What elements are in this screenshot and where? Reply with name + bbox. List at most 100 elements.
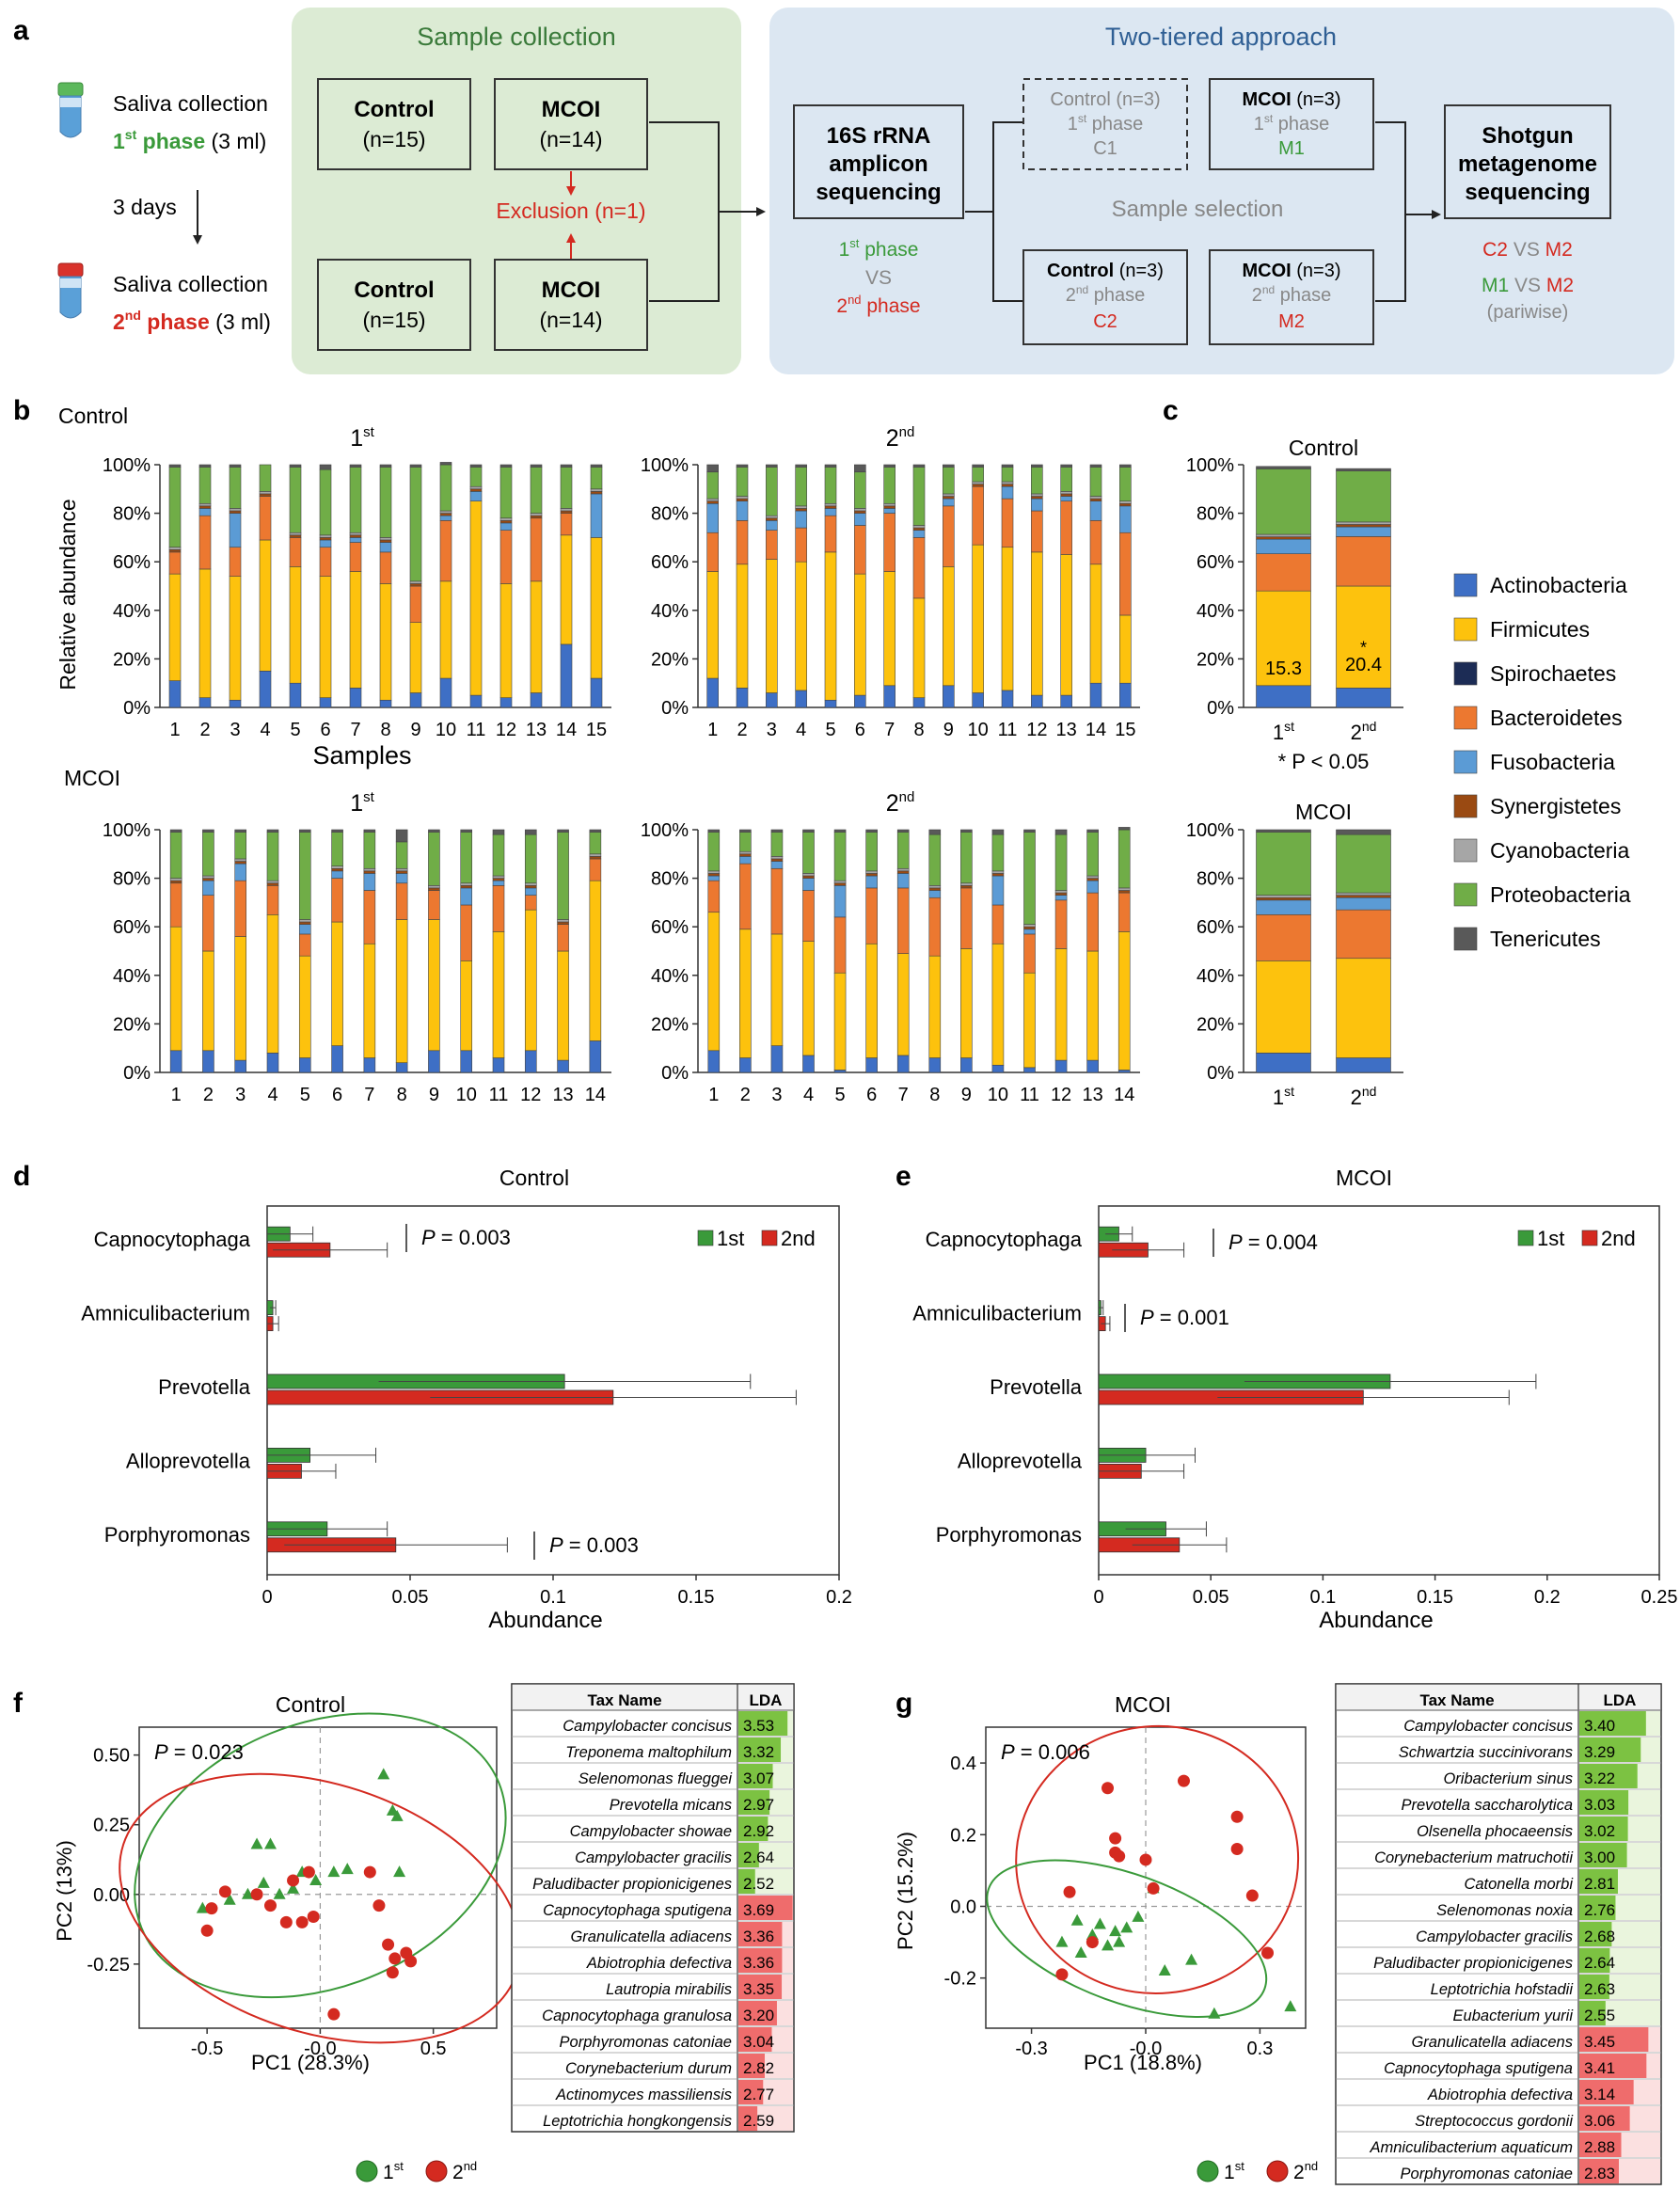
category-label-capnocytophaga: Capnocytophaga — [926, 1228, 1083, 1251]
bar-segment-tenericutes — [1054, 829, 1068, 835]
bar-segment-fusobacteria — [1031, 498, 1043, 512]
lda-value: 3.29 — [1584, 1743, 1615, 1761]
x-tick-label: 7 — [884, 720, 895, 740]
bar-segment-actinobacteria — [229, 699, 242, 708]
bar-segment-fusobacteria — [736, 500, 749, 521]
x-tick-label: 10 — [456, 1085, 477, 1105]
bar-segment-cyanobacteria — [590, 488, 603, 492]
bar-segment-synergistetes — [266, 882, 279, 886]
lda-value: 2.76 — [1584, 1901, 1615, 1919]
legend-swatch-actinobacteria — [1453, 573, 1478, 597]
y-tick-label: 80% — [113, 869, 151, 890]
stacked-chart-mcoi-1st: 0%20%40%60%80%100%1 2 3 4 5 6 7 8 9 10 11 12 13 14 — [103, 820, 611, 1105]
bar-segment-actinobacteria — [560, 643, 573, 708]
bar-segment-bacteroidetes — [770, 867, 784, 935]
bar-segment-cyanobacteria — [1256, 895, 1311, 898]
bar-segment-firmicutes — [707, 912, 721, 1052]
shotgun-line3: sequencing — [1465, 180, 1590, 205]
x-tick-label: 1st — [1273, 1084, 1294, 1109]
bar-segment-actinobacteria — [766, 692, 778, 708]
y-tick-label: 100% — [1186, 820, 1234, 841]
bar-segment-actinobacteria — [168, 680, 182, 708]
bar-segment-actinobacteria — [460, 1050, 473, 1073]
confidence-ellipse-1st — [134, 1712, 507, 1999]
legend-label-2nd: 2nd — [1601, 1227, 1636, 1250]
bar-segment-synergistetes — [560, 510, 573, 514]
x-tick-label: 7 — [364, 1085, 374, 1105]
lda-value: 3.35 — [743, 1980, 774, 1998]
bar-segment-firmicutes — [395, 919, 408, 1063]
bar-segment-cyanobacteria — [972, 481, 984, 484]
bar-segment-tenericutes — [1023, 829, 1036, 833]
panel-b: b Control MCOI Relative abundance Sample… — [13, 395, 1140, 1105]
lda-table-mcoi: Tax Name LDA Campylobacter concisus 3.40 Sch… — [1335, 1683, 1662, 2185]
bar-segment-actinobacteria — [234, 1059, 247, 1073]
bar-segment-synergistetes — [198, 505, 212, 509]
lda-value: 2.77 — [743, 2086, 774, 2103]
bar-segment-synergistetes — [349, 534, 362, 538]
bar-segment-firmicutes — [589, 880, 602, 1041]
p-value-label: P = 0.003 — [549, 1533, 639, 1557]
bar-segment-firmicutes — [428, 919, 440, 1052]
bar-segment-bacteroidetes — [319, 547, 332, 577]
bar-segment-synergistetes — [833, 882, 847, 886]
bar-segment-firmicutes — [943, 566, 955, 687]
bar-segment-proteobacteria — [960, 832, 973, 884]
bar-segment-synergistetes — [1336, 524, 1391, 528]
x-tick-label: 6 — [332, 1085, 342, 1105]
point-2nd — [250, 1888, 263, 1901]
c-mcoi-title: MCOI — [1295, 800, 1352, 824]
bacteroidetes-value: 15.3 — [1265, 659, 1302, 679]
m2-box — [1209, 249, 1374, 345]
lda-value: 3.36 — [743, 1954, 774, 1972]
bar-segment-cyanobacteria — [736, 496, 749, 500]
bar-segment-firmicutes — [972, 544, 984, 693]
bar-segment-cyanobacteria — [319, 534, 332, 538]
tax-name: Selenomonas noxia — [1436, 1902, 1573, 1919]
point-1st — [241, 1887, 254, 1899]
bar-segment-fusobacteria — [229, 513, 242, 548]
bar-segment-tenericutes — [943, 464, 955, 468]
bar-segment-cyanobacteria — [865, 870, 878, 874]
bar-segment-tenericutes — [524, 829, 537, 835]
x-tick-label: 2 — [737, 720, 747, 740]
bar-segment-proteobacteria — [972, 467, 984, 483]
bar-segment-cyanobacteria — [428, 885, 440, 889]
bar-segment-bacteroidetes — [766, 530, 778, 560]
bar-segment-bacteroidetes — [198, 515, 212, 570]
bar-segment-actinobacteria — [1119, 682, 1132, 708]
bar-segment-fusobacteria — [198, 508, 212, 516]
vs-phase1: 1st phase — [839, 236, 919, 261]
bar-segment-bacteroidetes — [460, 904, 473, 961]
bar-segment-actinobacteria — [960, 1057, 973, 1073]
x-tick-label: 4 — [803, 1085, 814, 1105]
bar-segment-proteobacteria — [706, 471, 719, 500]
legend-label-1st: 1st — [1537, 1227, 1564, 1250]
point-2nd — [363, 1865, 376, 1879]
bar-segment-proteobacteria — [854, 471, 866, 509]
bar-segment-tenericutes — [234, 829, 247, 833]
lda-bar — [738, 1896, 793, 1920]
header-tax-name: Tax Name — [587, 1691, 661, 1709]
bar-segment-actinobacteria — [1117, 1070, 1131, 1073]
tube-icon-phase2 — [57, 262, 84, 319]
bar-segment-bacteroidetes — [824, 515, 837, 553]
m2-code: M2 — [1278, 311, 1305, 332]
bar-segment-firmicutes — [363, 943, 376, 1058]
bar-segment-proteobacteria — [1060, 467, 1072, 492]
x-tick-label: 0.05 — [392, 1587, 429, 1608]
bar-segment-cyanobacteria — [1256, 533, 1311, 537]
lda-value: 2.52 — [743, 1875, 774, 1893]
bar-segment-proteobacteria — [557, 832, 569, 920]
bracket-left — [992, 121, 1023, 302]
point-2nd — [382, 1938, 395, 1951]
tax-name: Corynebacterium matruchotii — [1374, 1849, 1574, 1866]
stacked-chart-control-1st: 0%20%40%60%80%100%1 2 3 4 5 6 7 8 9 10 11 12 13 14 15 — [103, 455, 611, 740]
bar-segment-synergistetes — [991, 873, 1005, 877]
lda-bar — [738, 1975, 783, 1999]
bar-segment-bacteroidetes — [991, 904, 1005, 944]
x-tick-label: 14 — [585, 1085, 606, 1105]
y-tick-label: 60% — [651, 917, 689, 938]
p-value-label: P = 0.003 — [421, 1226, 511, 1249]
bar-segment-tenericutes — [854, 464, 866, 473]
